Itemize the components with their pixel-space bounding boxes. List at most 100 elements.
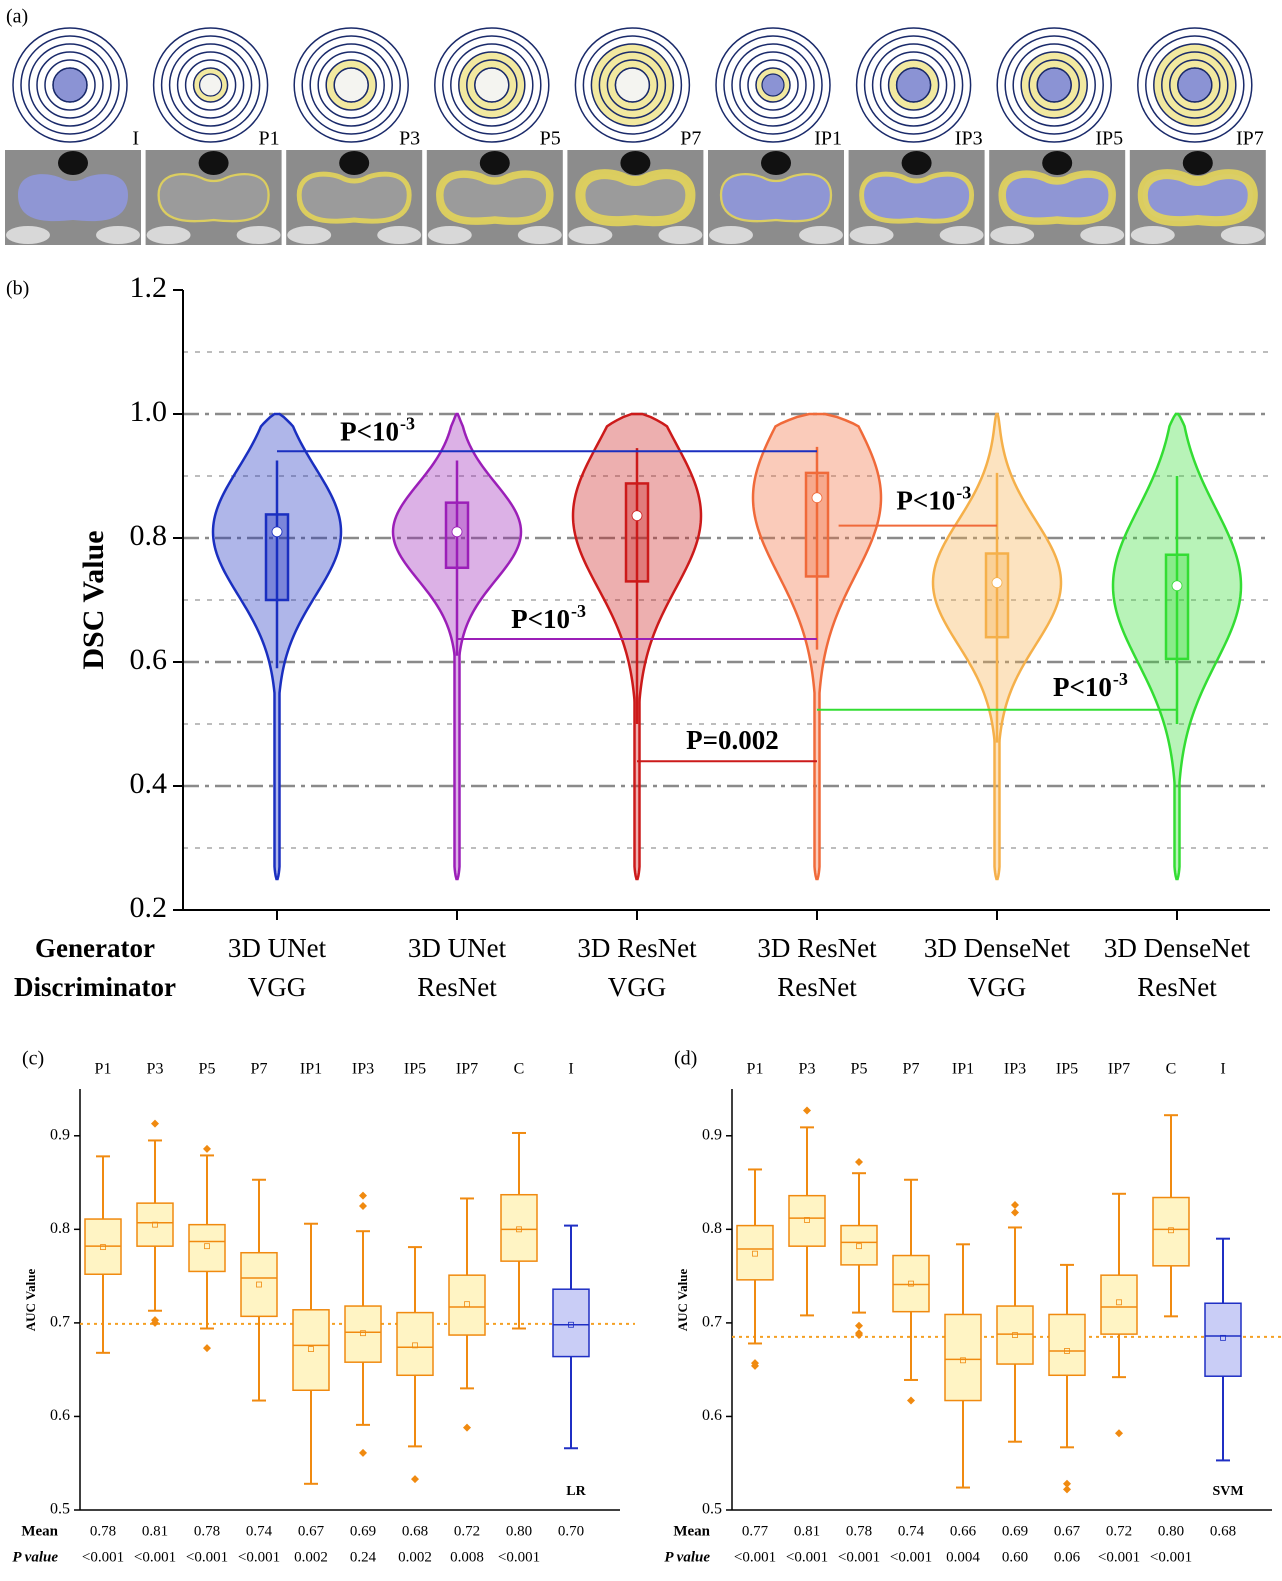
canal [339,151,369,175]
table-value: 0.78 [846,1523,872,1539]
box [241,1253,277,1317]
y-tick-label: 0.6 [50,1407,70,1424]
bone [377,226,421,244]
canal [902,151,932,175]
y-tick-label: 0.7 [702,1314,722,1331]
table-value: 0.06 [1054,1549,1081,1565]
schematic: P3 [286,28,422,245]
category-label: P5 [199,1061,216,1078]
table-value: 0.24 [350,1549,377,1565]
mean-marker [1172,581,1182,591]
bone [6,226,50,244]
bone [518,226,562,244]
p-exponent: -3 [400,414,415,434]
category-label: IP7 [1108,1061,1130,1078]
table-value: <0.001 [1150,1549,1192,1565]
y-tick-label: 0.5 [50,1501,70,1518]
item-label: IP7 [1236,128,1264,150]
table-value: 0.66 [950,1523,977,1539]
box [397,1313,433,1376]
table-value: <0.001 [238,1549,280,1565]
box [189,1225,225,1272]
table-row-label: Mean [673,1523,710,1539]
x-tick-label: 3D DenseNet [924,933,1071,963]
y-axis-title: AUC Value [23,1269,38,1332]
table-value: <0.001 [838,1549,880,1565]
box [137,1203,173,1246]
box [997,1306,1033,1364]
outlier [359,1202,367,1210]
schematic: IP3 [849,28,985,245]
canal [58,151,88,175]
item-label: I [132,128,139,150]
item-label: IP3 [955,128,983,150]
p-value: P<10 [511,604,570,634]
table-value: <0.001 [134,1549,176,1565]
y-axis-title: DSC Value [77,530,110,669]
x-tick-label: 3D ResNet [757,933,877,963]
canal [620,151,650,175]
box [449,1275,485,1335]
outlier [203,1145,211,1153]
region [721,174,831,221]
region [159,174,269,221]
x-tick-label: VGG [968,972,1027,1002]
figure: (a) IP1P3P5P7IP1IP3IP5IP7(b)0.20.40.60.8… [0,0,1282,1581]
table-value: 0.78 [90,1523,116,1539]
method-label: SVM [1212,1484,1243,1499]
mean-marker [632,511,642,521]
table-value: 0.74 [898,1523,925,1539]
p-exponent: -3 [956,482,971,502]
mean-marker [272,527,282,537]
x-tick-label: 3D DenseNet [1104,933,1251,963]
outlier [907,1397,915,1405]
table-value: 0.80 [1158,1523,1184,1539]
table-value: <0.001 [1098,1549,1140,1565]
category-label: IP5 [404,1061,426,1078]
p-value: P<10 [340,417,399,447]
canal [761,151,791,175]
table-value: 0.002 [294,1549,328,1565]
row-label: Generator [35,933,155,963]
outlier [1011,1201,1019,1209]
core [762,74,784,96]
table-value: 0.72 [1106,1523,1132,1539]
schematic: P7 [567,28,703,245]
table-value: 0.004 [946,1549,980,1565]
bone [96,226,140,244]
box [893,1256,929,1312]
category-label: P3 [799,1061,816,1078]
outlier [151,1120,159,1128]
y-tick-label: 0.8 [130,519,168,552]
panel-label: (d) [674,1048,697,1070]
category-label: C [1166,1061,1177,1078]
table-value: 0.78 [194,1523,220,1539]
y-tick-label: 0.9 [50,1126,70,1143]
x-tick-label: ResNet [1137,972,1217,1002]
y-tick-label: 0.8 [702,1220,722,1237]
category-label: C [514,1061,525,1078]
mean-marker [992,578,1002,588]
table-value: <0.001 [82,1549,124,1565]
outlier [855,1158,863,1166]
table-value: 0.81 [794,1523,820,1539]
outlier [463,1424,471,1432]
table-value: 0.74 [246,1523,273,1539]
bone [709,226,753,244]
x-tick-label: VGG [608,972,667,1002]
bone [990,226,1034,244]
box [1153,1198,1189,1266]
y-tick-label: 1.0 [130,395,168,428]
outlier [1115,1429,1123,1437]
item-label: P5 [540,128,561,150]
table-value: <0.001 [890,1549,932,1565]
table-value: 0.69 [350,1523,376,1539]
bone [850,226,894,244]
category-label: I [1220,1061,1225,1078]
bone [428,226,472,244]
box [986,554,1008,638]
table-value: 0.80 [506,1523,532,1539]
table-value: 0.002 [398,1549,432,1565]
x-tick-label: ResNet [777,972,857,1002]
table-value: 0.67 [298,1523,325,1539]
